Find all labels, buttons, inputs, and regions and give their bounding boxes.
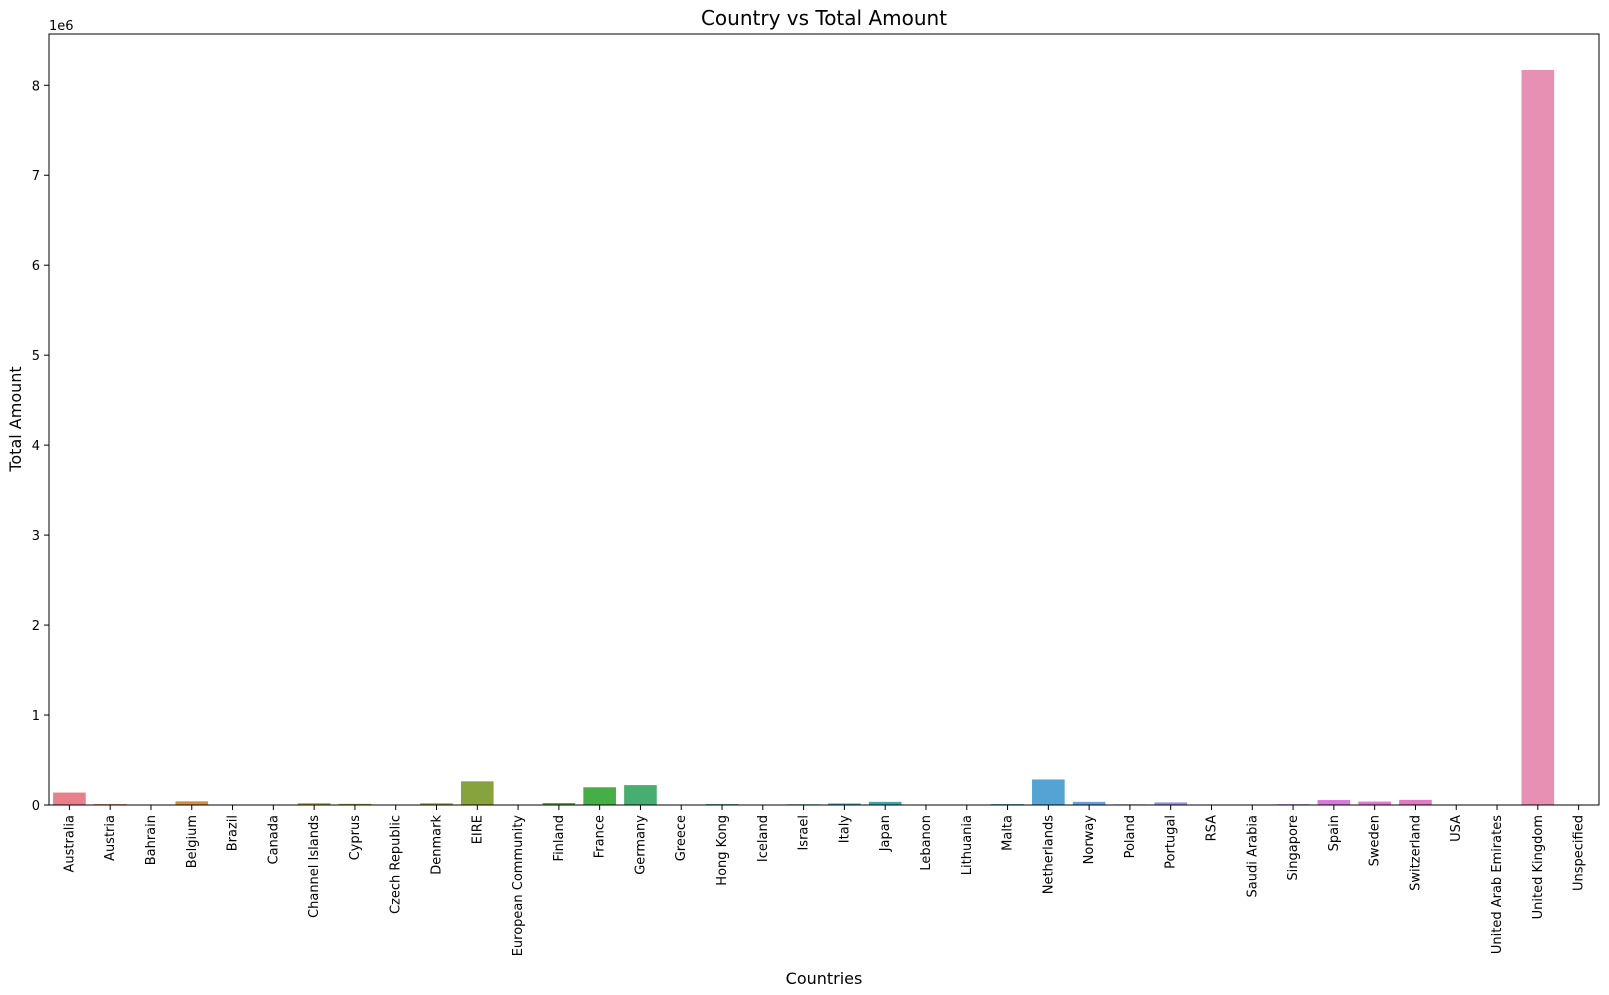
bars-group [53, 69, 1595, 806]
bar-switzerland [1399, 799, 1432, 805]
bar-denmark [420, 803, 453, 805]
x-tick-label: European Community [511, 815, 526, 957]
x-tick-label: Poland [1123, 815, 1138, 858]
bar-italy [828, 803, 861, 805]
x-tick-label: Austria [103, 815, 118, 861]
y-tick-label: 6 [32, 259, 40, 274]
x-tick-label: France [593, 815, 608, 858]
x-tick-label: Belgium [185, 815, 200, 868]
x-tick-label: Singapore [1286, 815, 1301, 881]
x-tick-label: Australia [62, 815, 77, 873]
x-tick-label: Switzerland [1408, 815, 1423, 891]
y-tick-label: 7 [32, 169, 40, 184]
bar-sweden [1358, 801, 1391, 805]
x-tick-label: Norway [1082, 815, 1097, 865]
x-tick-label: Italy [837, 815, 852, 844]
y-tick-label: 2 [32, 619, 40, 634]
x-tick-label: Sweden [1368, 815, 1383, 866]
x-tick-label: Cyprus [348, 815, 363, 861]
x-tick-label: Portugal [1164, 815, 1179, 869]
y-axis-label: Total Amount [6, 366, 25, 472]
x-axis-label: Countries [786, 969, 863, 988]
x-tick-label: Canada [266, 815, 281, 864]
x-tick-label: RSA [1205, 815, 1220, 842]
x-tick-label: Channel Islands [307, 815, 322, 918]
y-tick-label: 0 [32, 799, 40, 814]
x-tick-label: United Arab Emirates [1490, 815, 1505, 954]
x-tick-label: Japan [878, 815, 893, 852]
chart-title: Country vs Total Amount [701, 6, 947, 30]
x-tick-label: Iceland [756, 815, 771, 862]
bar-finland [542, 803, 576, 805]
bar-spain [1317, 800, 1351, 805]
x-tick-label: Netherlands [1041, 815, 1056, 894]
bar-portugal [1154, 802, 1188, 805]
y-ticks-group: 0 1 2 3 4 5 6 7 8 [32, 79, 49, 814]
x-tick-label: Brazil [226, 815, 241, 851]
bar-cyprus [338, 803, 372, 805]
x-tick-label: Denmark [430, 815, 445, 875]
x-ticks-group: Australia Austria Bahrain Belgium Brazil Cana… [62, 805, 1587, 957]
bar-belgium [175, 801, 209, 805]
x-tick-label: Unspecified [1572, 815, 1587, 891]
x-tick-label: Lebanon [919, 815, 934, 871]
x-tick-label: EIRE [470, 815, 485, 844]
bar-united-kingdom [1521, 69, 1555, 806]
y-tick-label: 5 [32, 349, 40, 364]
bar-germany [624, 785, 657, 805]
y-tick-label: 4 [32, 439, 40, 454]
bar-france [583, 787, 616, 805]
bar-channel-islands [297, 803, 331, 805]
plot-frame [48, 33, 1600, 806]
x-tick-label: Spain [1327, 815, 1342, 851]
y-tick-label: 1 [32, 709, 40, 724]
y-tick-label: 8 [32, 79, 40, 94]
x-tick-label: Greece [674, 815, 689, 861]
x-tick-label: Israel [797, 815, 812, 851]
x-tick-label: United Kingdom [1531, 815, 1546, 919]
x-tick-label: Bahrain [144, 815, 159, 865]
y-tick-label: 3 [32, 529, 40, 544]
bar-netherlands [1032, 779, 1065, 805]
bar-japan [868, 801, 902, 805]
x-tick-label: USA [1449, 815, 1464, 842]
x-tick-label: Germany [633, 815, 648, 875]
x-tick-label: Finland [552, 815, 567, 861]
bar-norway [1072, 801, 1106, 805]
x-tick-label: Hong Kong [715, 815, 730, 886]
bar-australia [53, 792, 86, 805]
x-tick-label: Malta [1001, 815, 1016, 851]
x-tick-label: Lithuania [960, 815, 975, 875]
bar-eire [460, 781, 494, 805]
y-axis-offset-label: 1e6 [49, 19, 74, 34]
x-tick-label: Czech Republic [389, 815, 404, 914]
x-tick-label: Saudi Arabia [1245, 815, 1260, 898]
